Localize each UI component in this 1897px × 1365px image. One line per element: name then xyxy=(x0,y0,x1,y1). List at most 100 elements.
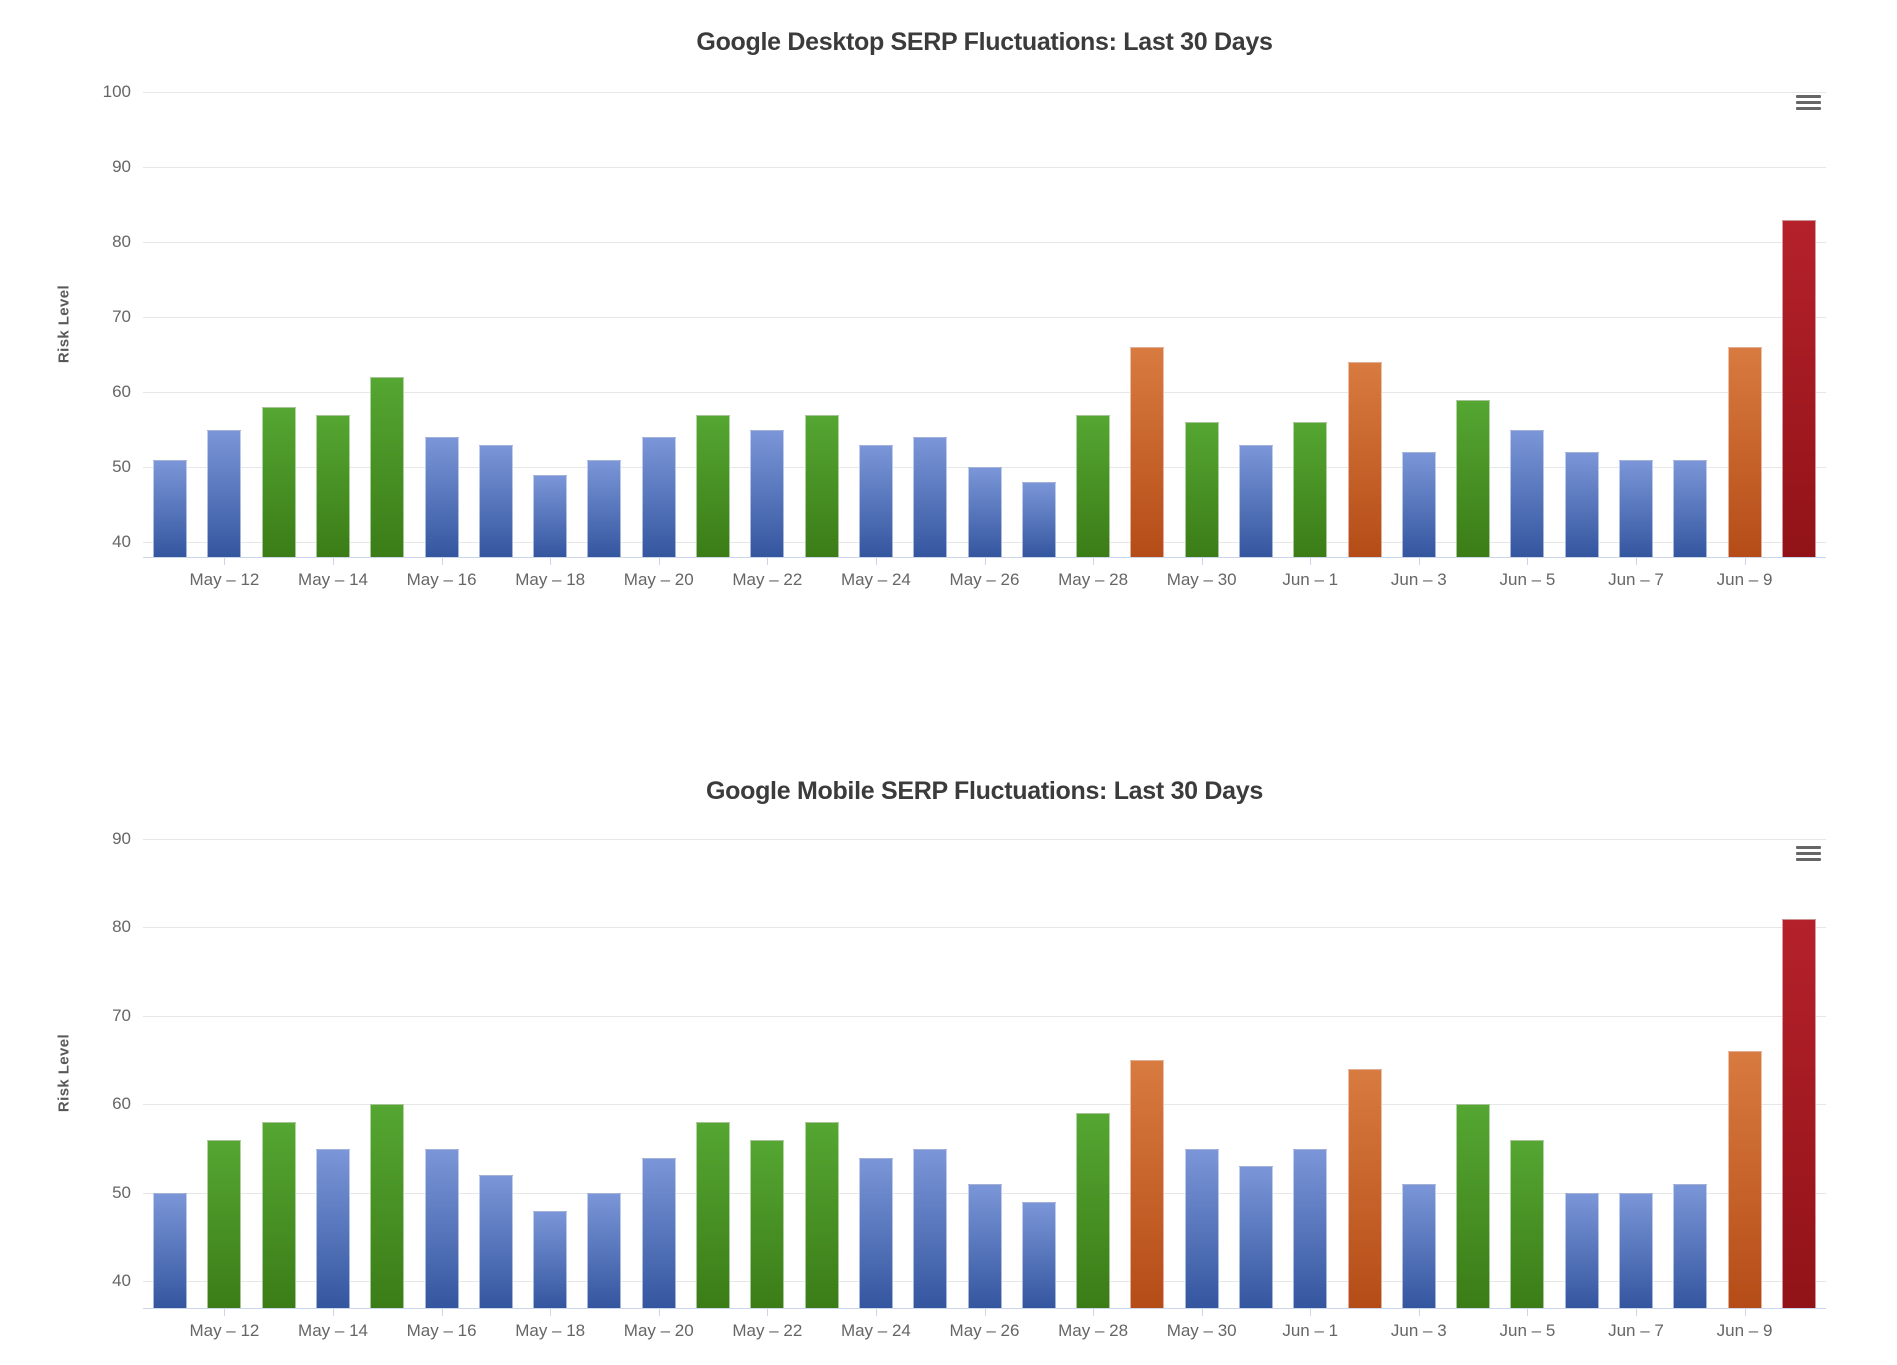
x-tick-label: May – 12 xyxy=(189,570,260,589)
bar[interactable] xyxy=(1184,1148,1219,1308)
bar[interactable] xyxy=(370,377,405,557)
bar[interactable] xyxy=(261,1122,296,1308)
y-tick-label: 60 xyxy=(112,1094,131,1114)
bar[interactable] xyxy=(804,414,839,557)
bar[interactable] xyxy=(261,407,296,557)
bar[interactable] xyxy=(1781,219,1816,557)
x-tick-mark xyxy=(1201,1308,1203,1316)
y-tick-label: 50 xyxy=(112,457,131,476)
hamburger-icon[interactable] xyxy=(1796,95,1821,114)
x-tick-mark xyxy=(1310,557,1312,565)
x-tick-label: May – 18 xyxy=(515,1321,586,1340)
bar[interactable] xyxy=(1673,1184,1708,1308)
bar[interactable] xyxy=(533,474,568,557)
x-tick-mark xyxy=(875,1308,877,1316)
bar[interactable] xyxy=(1184,422,1219,557)
bar[interactable] xyxy=(207,1139,242,1308)
bar[interactable] xyxy=(1130,1060,1165,1308)
gridline xyxy=(143,392,1826,393)
x-tick-label: Jun – 5 xyxy=(1499,1321,1556,1340)
x-tick-mark xyxy=(1527,557,1529,565)
x-tick-mark xyxy=(550,1308,552,1316)
x-tick-mark xyxy=(224,1308,226,1316)
bar[interactable] xyxy=(424,437,459,557)
mobile-chart-title: Google Mobile SERP Fluctuations: Last 30… xyxy=(706,777,1263,805)
x-tick-mark xyxy=(441,557,443,565)
bar[interactable] xyxy=(1238,444,1273,557)
hamburger-icon[interactable] xyxy=(1796,846,1821,865)
x-tick-label: Jun – 7 xyxy=(1608,1321,1664,1340)
bar[interactable] xyxy=(913,437,948,557)
gridline xyxy=(143,927,1826,929)
bar[interactable] xyxy=(424,1148,459,1308)
x-tick-mark xyxy=(875,557,877,565)
gridline xyxy=(143,92,1826,93)
bar[interactable] xyxy=(1347,1069,1382,1308)
bar[interactable] xyxy=(207,429,242,557)
bar[interactable] xyxy=(1456,1104,1491,1308)
x-tick-mark xyxy=(333,557,335,565)
x-tick-label: Jun – 1 xyxy=(1282,1321,1339,1340)
bar[interactable] xyxy=(1076,1113,1111,1308)
bar[interactable] xyxy=(153,1192,188,1308)
bar[interactable] xyxy=(641,437,676,557)
bar[interactable] xyxy=(587,1192,622,1308)
x-tick-label: May – 30 xyxy=(1166,570,1237,589)
bar[interactable] xyxy=(967,467,1002,557)
x-tick-label: Jun – 1 xyxy=(1282,570,1339,589)
bar[interactable] xyxy=(641,1157,676,1308)
bar[interactable] xyxy=(1238,1166,1273,1308)
bar[interactable] xyxy=(1564,1192,1599,1308)
bar[interactable] xyxy=(370,1104,405,1308)
x-tick-label: May – 28 xyxy=(1058,1321,1129,1340)
bar[interactable] xyxy=(1510,1139,1545,1308)
bar[interactable] xyxy=(696,414,731,557)
y-tick-label: 50 xyxy=(112,1182,131,1202)
gridline xyxy=(143,839,1826,840)
bar[interactable] xyxy=(1076,414,1111,557)
bar[interactable] xyxy=(1564,452,1599,557)
y-tick-label: 70 xyxy=(112,307,131,326)
bar[interactable] xyxy=(1727,1051,1762,1308)
x-tick-mark xyxy=(767,1308,769,1316)
y-tick-label: 40 xyxy=(112,532,131,551)
x-tick-label: May – 22 xyxy=(732,1321,803,1340)
gridline xyxy=(143,167,1826,168)
bar[interactable] xyxy=(1673,459,1708,557)
x-tick-mark xyxy=(441,1308,443,1316)
bar[interactable] xyxy=(1130,347,1165,557)
bar[interactable] xyxy=(478,444,513,557)
bar[interactable] xyxy=(1727,347,1762,557)
bar[interactable] xyxy=(587,459,622,557)
bar[interactable] xyxy=(316,1148,351,1308)
x-tick-mark xyxy=(1527,1308,1529,1316)
bar[interactable] xyxy=(1293,422,1328,557)
bar[interactable] xyxy=(316,414,351,557)
bar[interactable] xyxy=(1021,1201,1056,1308)
bar[interactable] xyxy=(696,1122,731,1308)
bar[interactable] xyxy=(1347,362,1382,557)
bar[interactable] xyxy=(1510,429,1545,557)
bar[interactable] xyxy=(804,1122,839,1308)
bar[interactable] xyxy=(1456,399,1491,557)
bar[interactable] xyxy=(858,1157,893,1308)
bar[interactable] xyxy=(153,459,188,557)
bar[interactable] xyxy=(858,444,893,557)
x-tick-label: May – 20 xyxy=(623,1321,694,1340)
bar[interactable] xyxy=(750,429,785,557)
x-tick-mark xyxy=(984,1308,986,1316)
bar[interactable] xyxy=(1618,459,1653,557)
bar[interactable] xyxy=(750,1139,785,1308)
bar[interactable] xyxy=(1021,482,1056,557)
bar[interactable] xyxy=(913,1148,948,1308)
bar[interactable] xyxy=(1618,1192,1653,1308)
bar[interactable] xyxy=(1401,452,1436,557)
bar[interactable] xyxy=(967,1184,1002,1308)
bar[interactable] xyxy=(478,1175,513,1308)
bar[interactable] xyxy=(1781,918,1816,1308)
desktop-chart-title: Google Desktop SERP Fluctuations: Last 3… xyxy=(696,28,1273,56)
bar[interactable] xyxy=(1401,1184,1436,1308)
bar[interactable] xyxy=(533,1210,568,1308)
x-tick-mark xyxy=(767,557,769,565)
bar[interactable] xyxy=(1293,1148,1328,1308)
